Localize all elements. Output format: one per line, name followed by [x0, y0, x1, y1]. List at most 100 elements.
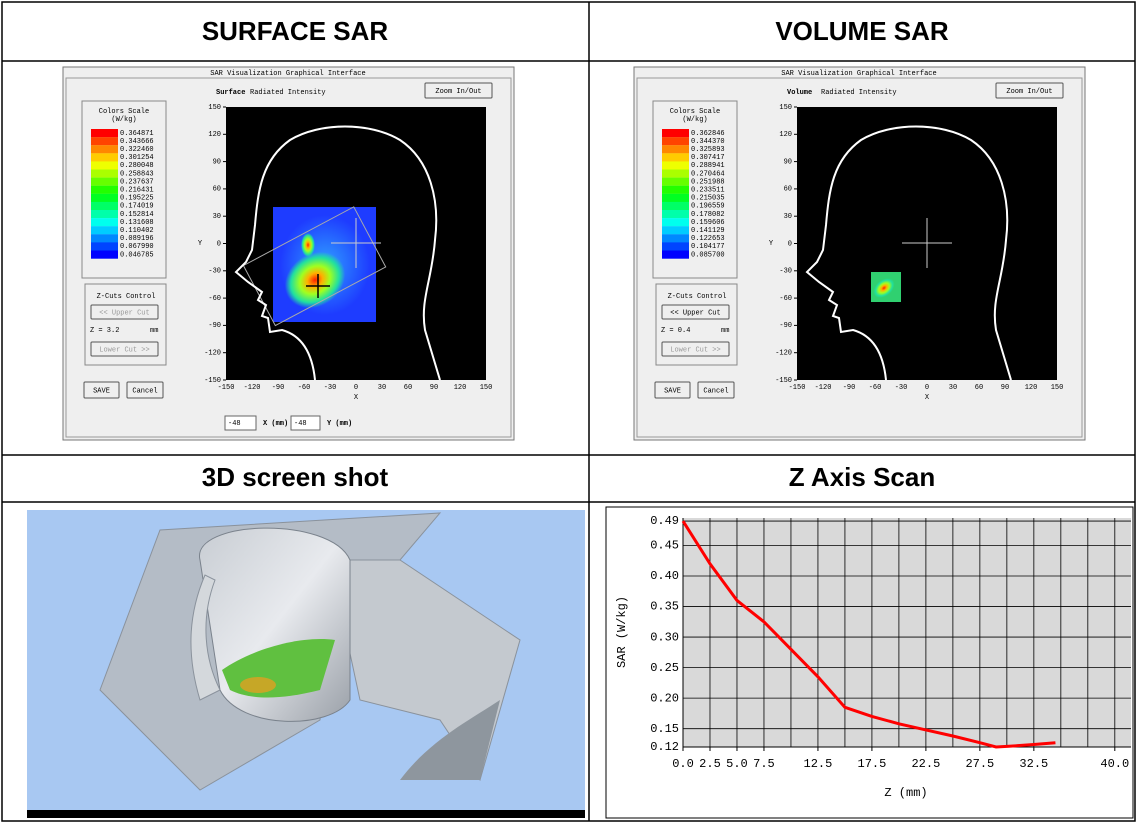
panels: SAR Visualization Graphical Interface Sur…: [62, 66, 1086, 441]
window-title: SAR Visualization Graphical Interface: [210, 70, 365, 78]
x-label: X: [925, 394, 930, 402]
scale-swatch: [662, 177, 689, 186]
mode: Surface: [216, 89, 245, 97]
sar-hotspot: [284, 251, 346, 309]
3d-screenshot: [27, 510, 585, 818]
scale-value: 0.196559: [691, 203, 725, 211]
x-tick-label: 12.5: [804, 757, 833, 771]
z-unit: mm: [150, 327, 158, 335]
cancel-button[interactable]: [697, 381, 735, 399]
y-tick-label: 150: [779, 104, 792, 112]
x-field[interactable]: [224, 415, 257, 431]
x-tick-label: 2.5: [699, 757, 721, 771]
x-tick-label: -60: [869, 384, 882, 392]
save-button[interactable]: [654, 381, 691, 399]
scale-value: 0.104177: [691, 243, 725, 251]
lower-cut-button[interactable]: [661, 341, 730, 357]
x-tick-label: 150: [1051, 384, 1064, 392]
x-tick-label: 60: [975, 384, 983, 392]
y-field-value: -48: [294, 420, 307, 428]
y-tick-label: 0: [788, 240, 792, 248]
y-axis-label: SAR (W/kg): [615, 596, 629, 668]
scale-value: 0.251988: [691, 178, 725, 186]
y-tick-label: 60: [213, 186, 221, 194]
scale-swatch: [91, 234, 118, 243]
x-field-value: -48: [228, 420, 241, 428]
scale-title: Colors Scale: [99, 108, 149, 116]
window-inner: [636, 77, 1083, 438]
sar-hotspot: [301, 233, 315, 257]
zoom-button[interactable]: [995, 82, 1064, 99]
scale-value: 0.344370: [691, 138, 725, 146]
scale-unit: (W/kg): [682, 116, 707, 124]
zcuts-title: Z-Cuts Control: [668, 293, 727, 301]
x-tick-label: -60: [298, 384, 311, 392]
upper-cut-button[interactable]: [90, 304, 159, 320]
scale-value: 0.174019: [120, 203, 154, 211]
zcuts-box: [84, 283, 167, 366]
mode-label: Radiated Intensity: [821, 89, 897, 97]
scale-swatch: [662, 193, 689, 202]
x-tick-label: 90: [430, 384, 438, 392]
scale-value: 0.322460: [120, 146, 154, 154]
scale-value: 0.280048: [120, 162, 154, 170]
scale-value: 0.364871: [120, 130, 154, 138]
upper-cut-button[interactable]: [661, 304, 730, 320]
lower-cut-button[interactable]: [90, 341, 159, 357]
x-tick-label: 120: [1025, 384, 1038, 392]
x-tick-label: -30: [895, 384, 908, 392]
scale-swatch: [91, 137, 118, 146]
header: SURFACE SAR: [202, 16, 389, 46]
y-label: Y: [198, 240, 203, 248]
y-tick-label: 0.15: [650, 722, 679, 736]
scale-value: 0.215035: [691, 195, 725, 203]
cancel-button[interactable]: [126, 381, 164, 399]
scale-swatch: [662, 161, 689, 170]
scale-swatch: [662, 137, 689, 146]
scale-box: [81, 100, 167, 279]
y-tick-label: -30: [779, 268, 792, 276]
save-button[interactable]: [83, 381, 120, 399]
scale-value: 0.288941: [691, 162, 725, 170]
z-value: Z = 0.4: [661, 327, 690, 335]
scale-box: [652, 100, 738, 279]
scale-value: 0.258843: [120, 170, 154, 178]
x-tick-label: -150: [789, 384, 806, 392]
crosshair: [331, 218, 381, 268]
cancel-button-label: Cancel: [132, 387, 157, 395]
x-tick-label: 120: [454, 384, 467, 392]
save-button-label: SAVE: [93, 387, 110, 395]
scale-value: 0.141129: [691, 227, 725, 235]
zoom-button-label: Zoom In/Out: [435, 88, 481, 96]
z-value: Z = 3.2: [90, 327, 119, 335]
y-tick-label: -120: [204, 350, 221, 358]
zcuts-title: Z-Cuts Control: [97, 293, 156, 301]
y-tick-label: 30: [784, 213, 792, 221]
x-tick-label: 0: [925, 384, 929, 392]
scale-swatch: [91, 242, 118, 251]
y-field[interactable]: [290, 415, 321, 431]
y-tick-label: -60: [779, 295, 792, 303]
scale-swatch: [91, 177, 118, 186]
y-tick-label: 60: [784, 186, 792, 194]
x-tick-label: 0.0: [672, 757, 694, 771]
sar-window: SAR Visualization Graphical Interface Vol…: [633, 66, 1086, 441]
scale-value: 0.110402: [120, 227, 154, 235]
scale-swatch: [662, 250, 689, 259]
zoom-button[interactable]: [424, 82, 493, 99]
x-axis-label: Z (mm): [884, 786, 927, 800]
head-outline: [805, 125, 1012, 380]
scale-value: 0.301254: [120, 154, 154, 162]
scale-value: 0.307417: [691, 154, 725, 162]
cursor: [306, 274, 330, 298]
scale-swatch: [662, 201, 689, 211]
scale-swatch: [91, 250, 118, 259]
window-title: SAR Visualization Graphical Interface: [781, 70, 936, 78]
scale-value: 0.237637: [120, 178, 154, 186]
scale-swatch: [91, 193, 118, 202]
y-tick-label: 0.45: [650, 539, 679, 553]
scale-swatch: [91, 169, 118, 178]
y-tick-label: 0.49: [650, 514, 679, 528]
y-field-label: Y (mm): [327, 420, 352, 428]
